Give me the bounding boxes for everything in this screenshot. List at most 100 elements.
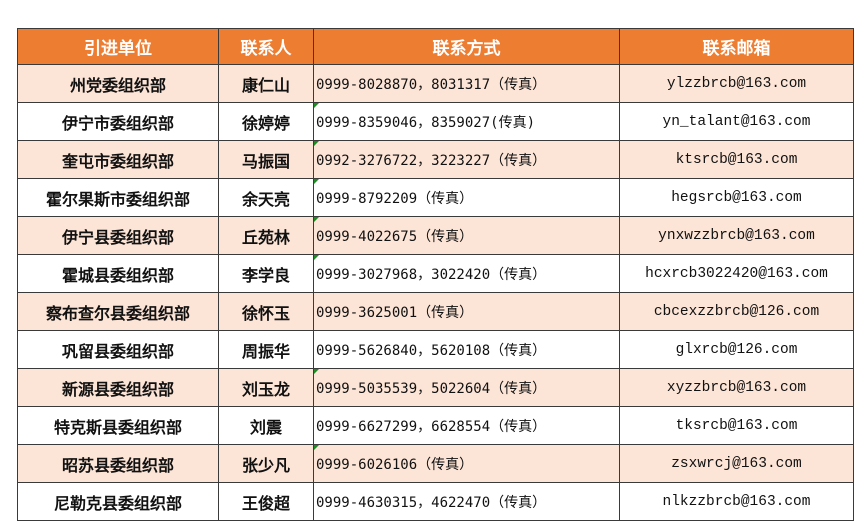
phone-text: 0999-6026106（传真） (316, 456, 474, 473)
person-text: 刘震 (249, 417, 282, 437)
cell-phone[interactable]: 0999-8028870，8031317（传真） (313, 64, 620, 103)
phone-text: 0999-3027968，3022420（传真） (316, 266, 547, 283)
cell-person[interactable]: 李学良 (218, 254, 314, 293)
cell-email[interactable]: glxrcb@126.com (619, 330, 854, 369)
table-row: 特克斯县委组织部 刘震 0999-6627299，6628554（传真） tksrcb… (17, 406, 854, 445)
email-text: tksrcb@163.com (675, 417, 798, 434)
phone-text: 0999-4630315，4622470（传真） (316, 494, 547, 511)
cell-email[interactable]: nlkzzbrcb@163.com (619, 482, 854, 521)
cell-email[interactable]: tksrcb@163.com (619, 406, 854, 445)
cell-phone[interactable]: 0999-6026106（传真） (313, 444, 620, 483)
person-text: 康仁山 (241, 75, 290, 95)
table-row: 昭苏县委组织部 张少凡 0999-6026106（传真） zsxwrcj@163.co… (17, 444, 854, 483)
phone-text: 0999-8359046，8359027(传真) (316, 114, 536, 131)
contact-table: 引进单位 联系人 联系方式 联系邮箱 州党委组织部 康仁山 0999-8028870… (17, 28, 854, 521)
cell-unit[interactable]: 巩留县委组织部 (17, 330, 219, 369)
email-text: nlkzzbrcb@163.com (662, 493, 811, 510)
unit-text: 州党委组织部 (69, 75, 166, 95)
cell-person[interactable]: 余天亮 (218, 178, 314, 217)
email-text: cbcexzzbrcb@126.com (653, 303, 820, 320)
cell-email[interactable]: zsxwrcj@163.com (619, 444, 854, 483)
cell-person[interactable]: 徐怀玉 (218, 292, 314, 331)
header-unit: 引进单位 (17, 28, 219, 65)
unit-text: 新源县委组织部 (61, 379, 174, 399)
cell-email[interactable]: ktsrcb@163.com (619, 140, 854, 179)
phone-text: 0999-8792209（传真） (316, 190, 474, 207)
table-row: 奎屯市委组织部 马振国 0992-3276722，3223227（传真） ktsrcb… (17, 140, 854, 179)
email-text: yn_talant@163.com (662, 113, 811, 130)
cell-person[interactable]: 康仁山 (218, 64, 314, 103)
header-person: 联系人 (218, 28, 314, 65)
cell-phone[interactable]: 0999-6627299，6628554（传真） (313, 406, 620, 445)
person-text: 马振国 (241, 151, 290, 171)
cell-phone[interactable]: 0992-3276722，3223227（传真） (313, 140, 620, 179)
cell-person[interactable]: 刘玉龙 (218, 368, 314, 407)
person-text: 张少凡 (241, 455, 290, 475)
error-indicator-icon (314, 369, 319, 374)
person-text: 周振华 (241, 341, 290, 361)
cell-person[interactable]: 张少凡 (218, 444, 314, 483)
cell-unit[interactable]: 尼勒克县委组织部 (17, 482, 219, 521)
unit-text: 奎屯市委组织部 (61, 151, 174, 171)
cell-person[interactable]: 丘苑林 (218, 216, 314, 255)
person-text: 丘苑林 (241, 227, 290, 247)
cell-person[interactable]: 王俊超 (218, 482, 314, 521)
cell-unit[interactable]: 新源县委组织部 (17, 368, 219, 407)
error-indicator-icon (314, 217, 319, 222)
cell-phone[interactable]: 0999-5626840，5620108（传真） (313, 330, 620, 369)
email-text: xyzzbrcb@163.com (666, 379, 807, 396)
email-text: ylzzbrcb@163.com (666, 75, 807, 92)
unit-text: 特克斯县委组织部 (53, 417, 182, 437)
person-text: 徐怀玉 (241, 303, 290, 323)
cell-unit[interactable]: 霍尔果斯市委组织部 (17, 178, 219, 217)
cell-unit[interactable]: 奎屯市委组织部 (17, 140, 219, 179)
header-row: 引进单位 联系人 联系方式 联系邮箱 (17, 28, 854, 65)
phone-text: 0999-5626840，5620108（传真） (316, 342, 547, 359)
cell-phone[interactable]: 0999-4630315，4622470（传真） (313, 482, 620, 521)
cell-unit[interactable]: 伊宁县委组织部 (17, 216, 219, 255)
cell-unit[interactable]: 昭苏县委组织部 (17, 444, 219, 483)
cell-email[interactable]: hcxrcb3022420@163.com (619, 254, 854, 293)
cell-unit[interactable]: 特克斯县委组织部 (17, 406, 219, 445)
cell-email[interactable]: ylzzbrcb@163.com (619, 64, 854, 103)
cell-email[interactable]: ynxwzzbrcb@163.com (619, 216, 854, 255)
person-text: 王俊超 (241, 493, 290, 513)
error-indicator-icon (314, 103, 319, 108)
cell-person[interactable]: 刘震 (218, 406, 314, 445)
unit-text: 尼勒克县委组织部 (53, 493, 182, 513)
table-row: 霍城县委组织部 李学良 0999-3027968，3022420（传真） hcxrcb… (17, 254, 854, 293)
error-indicator-icon (314, 445, 319, 450)
cell-person[interactable]: 马振国 (218, 140, 314, 179)
unit-text: 巩留县委组织部 (61, 341, 174, 361)
cell-email[interactable]: yn_talant@163.com (619, 102, 854, 141)
cell-unit[interactable]: 霍城县委组织部 (17, 254, 219, 293)
person-text: 徐婷婷 (241, 113, 290, 133)
email-text: zsxwrcj@163.com (671, 455, 802, 472)
header-phone: 联系方式 (313, 28, 620, 65)
person-text: 刘玉龙 (241, 379, 290, 399)
cell-phone[interactable]: 0999-8359046，8359027(传真) (313, 102, 620, 141)
cell-unit[interactable]: 察布查尔县委组织部 (17, 292, 219, 331)
unit-text: 霍尔果斯市委组织部 (45, 189, 190, 209)
cell-unit[interactable]: 伊宁市委组织部 (17, 102, 219, 141)
cell-person[interactable]: 周振华 (218, 330, 314, 369)
cell-person[interactable]: 徐婷婷 (218, 102, 314, 141)
unit-text: 察布查尔县委组织部 (45, 303, 190, 323)
cell-email[interactable]: cbcexzzbrcb@126.com (619, 292, 854, 331)
cell-email[interactable]: hegsrcb@163.com (619, 178, 854, 217)
cell-phone[interactable]: 0999-3625001（传真） (313, 292, 620, 331)
person-text: 余天亮 (241, 189, 290, 209)
email-text: hcxrcb3022420@163.com (645, 265, 828, 282)
cell-email[interactable]: xyzzbrcb@163.com (619, 368, 854, 407)
cell-phone[interactable]: 0999-4022675（传真） (313, 216, 620, 255)
table-row: 新源县委组织部 刘玉龙 0999-5035539，5022604（传真） xyzzbr… (17, 368, 854, 407)
error-indicator-icon (314, 255, 319, 260)
phone-text: 0999-3625001（传真） (316, 304, 474, 321)
unit-text: 伊宁市委组织部 (61, 113, 174, 133)
phone-text: 0999-5035539，5022604（传真） (316, 380, 547, 397)
cell-unit[interactable]: 州党委组织部 (17, 64, 219, 103)
error-indicator-icon (314, 179, 319, 184)
cell-phone[interactable]: 0999-8792209（传真） (313, 178, 620, 217)
cell-phone[interactable]: 0999-3027968，3022420（传真） (313, 254, 620, 293)
cell-phone[interactable]: 0999-5035539，5022604（传真） (313, 368, 620, 407)
